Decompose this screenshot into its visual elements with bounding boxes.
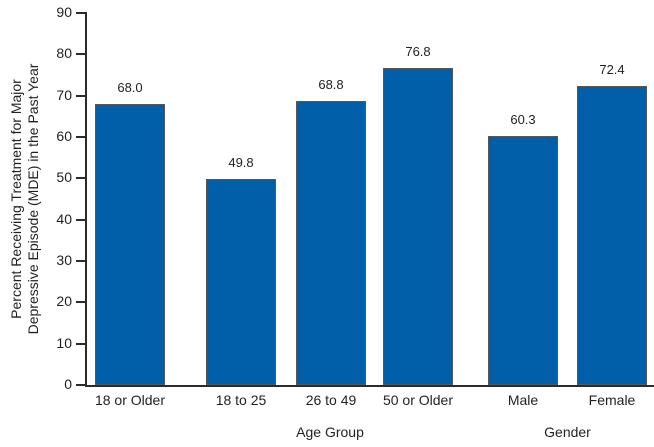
y-axis-title-line-2: Depressive Episode (MDE) in the Past Yea… (25, 63, 41, 335)
y-tick-label-50: 50 (56, 169, 72, 186)
y-tick-60 (76, 136, 86, 138)
x-tick-label-female: Female (588, 392, 636, 408)
y-tick-label-60: 60 (56, 128, 72, 144)
y-tick-label-70: 70 (56, 86, 72, 103)
y-tick-label-10: 10 (56, 334, 72, 351)
value-label-male: 60.3 (510, 111, 536, 127)
x-tick-label-male: Male (507, 392, 539, 408)
x-tick-label-50-or-older: 50 or Older (382, 392, 454, 408)
x-group-label-age-group: Age Group (296, 424, 364, 440)
bar-18-to-25 (206, 179, 276, 385)
y-tick-70 (76, 94, 86, 97)
y-tick-label-90: 90 (56, 4, 72, 20)
bar-26-to-49 (296, 100, 366, 385)
bar-female (577, 85, 647, 385)
y-tick-0 (76, 384, 86, 386)
value-label-female: 72.4 (599, 61, 625, 77)
y-tick-label-20: 20 (56, 293, 72, 310)
x-tick-label-26-to-49: 26 to 49 (305, 392, 357, 408)
y-tick-10 (76, 342, 86, 345)
bar-50-or-older (383, 67, 453, 385)
y-tick-50 (76, 177, 86, 180)
value-label-26-to-49: 68.8 (318, 76, 344, 92)
x-tick-label-18-or-older: 18 or Older (94, 392, 166, 408)
y-tick-20 (76, 301, 86, 304)
y-tick-label-30: 30 (56, 252, 72, 268)
x-tick-label-18-to-25: 18 to 25 (215, 392, 267, 408)
y-tick-label-40: 40 (56, 210, 72, 227)
value-label-50-or-older: 76.8 (405, 43, 431, 59)
value-label-18-or-older: 68.0 (117, 79, 143, 95)
y-tick-label-80: 80 (56, 45, 72, 62)
x-group-label-gender: Gender (544, 424, 591, 440)
y-tick-90 (76, 12, 86, 14)
x-axis-line (85, 385, 654, 387)
bar-18-or-older (95, 103, 165, 385)
value-label-18-to-25: 49.8 (228, 155, 254, 171)
y-axis-title: Percent Receiving Treatment for Major De… (8, 9, 42, 389)
y-axis-title-line-1: Percent Receiving Treatment for Major (8, 79, 24, 319)
bar-male (488, 135, 558, 385)
y-tick-40 (76, 218, 86, 221)
y-axis-line (85, 12, 87, 387)
y-tick-30 (76, 260, 86, 262)
y-tick-label-0: 0 (64, 376, 72, 392)
y-tick-80 (76, 53, 86, 56)
